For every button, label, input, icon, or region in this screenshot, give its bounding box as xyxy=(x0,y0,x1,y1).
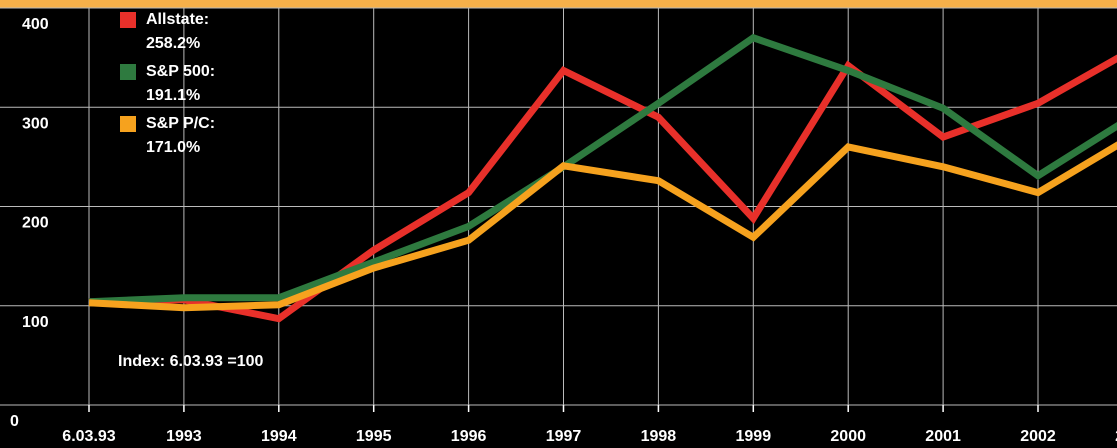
x-tick-label: 1999 xyxy=(736,428,772,445)
x-tick-label: 1994 xyxy=(261,428,297,445)
legend-label: S&P P/C: xyxy=(146,115,215,132)
x-tick-label: 1993 xyxy=(166,428,202,445)
legend-value: 191.1% xyxy=(146,87,200,104)
series-line xyxy=(88,54,1117,323)
legend-value: 171.0% xyxy=(146,139,200,156)
x-tick-label: 1997 xyxy=(546,428,582,445)
y-tick-label: 0 xyxy=(10,413,19,430)
x-tick-label: 1995 xyxy=(356,428,392,445)
y-tick-label: 200 xyxy=(22,215,49,232)
x-tick-label: 6.03.93 xyxy=(62,428,115,445)
y-tick-label: 400 xyxy=(22,16,49,33)
legend-swatch xyxy=(120,116,136,132)
legend-swatch xyxy=(120,12,136,28)
x-tick-label: 1998 xyxy=(641,428,677,445)
x-tick-label: 1996 xyxy=(451,428,487,445)
y-tick-label: 300 xyxy=(22,115,49,132)
top-band xyxy=(0,0,1117,8)
x-tick-label: 2000 xyxy=(830,428,866,445)
legend-swatch xyxy=(120,64,136,80)
x-tick-label: 2002 xyxy=(1020,428,1056,445)
series-line xyxy=(88,33,1117,306)
legend-value: 258.2% xyxy=(146,35,200,52)
annotation: Index: 6.03.93 =100 xyxy=(118,353,264,370)
x-tick-label: 2001 xyxy=(925,428,961,445)
series-line xyxy=(88,141,1117,312)
y-tick-label: 100 xyxy=(22,314,49,331)
legend-label: Allstate: xyxy=(146,11,209,28)
legend-label: S&P 500: xyxy=(146,63,215,80)
